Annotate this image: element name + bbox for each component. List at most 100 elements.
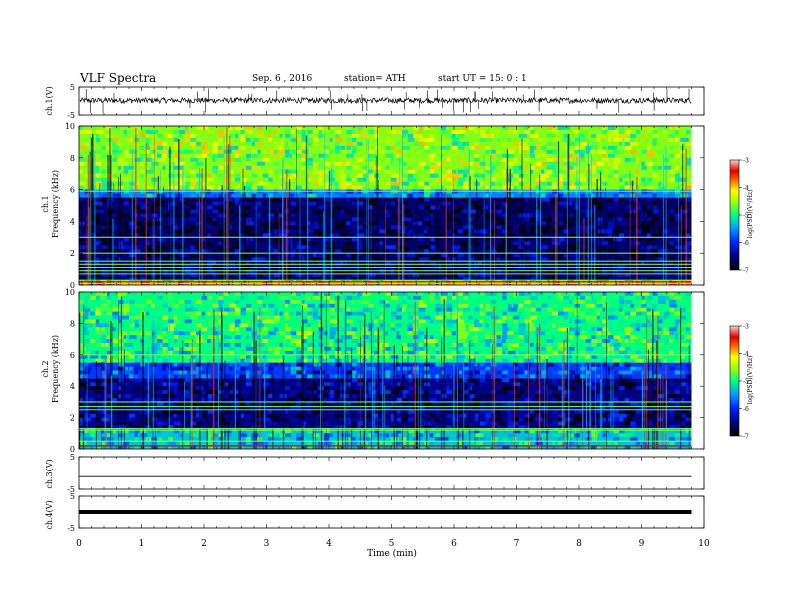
ch1spec-ytick-label: 0 (70, 281, 75, 290)
ch2spec-cell (513, 311, 518, 316)
ch1spec-cell (318, 253, 325, 258)
ch2spec-cell (112, 303, 117, 308)
ch1spec-cell (201, 245, 208, 250)
ch1spec-cell (435, 193, 440, 198)
ch1spec-cell (485, 277, 489, 282)
ch1spec-cell (530, 213, 533, 218)
ch1spec-cell (429, 153, 438, 158)
ch2spec-cell (234, 374, 239, 379)
ch1spec-cell (596, 145, 604, 150)
ch2spec-cell (446, 295, 455, 300)
ch2spec-cell (195, 398, 200, 402)
ch1spec-cell (647, 165, 651, 170)
ch2spec-cell (574, 378, 582, 383)
ch1spec-cell (635, 133, 640, 138)
ch1spec-cell (346, 177, 352, 182)
ch2spec-cell (557, 370, 564, 375)
ch1spec-cell (212, 273, 216, 278)
ch1spec-cell (619, 126, 624, 130)
ch1spec-cell (179, 157, 184, 162)
ch2spec-cell (84, 354, 88, 359)
ch2spec-cell (585, 382, 592, 387)
ch1spec-cell (229, 145, 238, 150)
ch1spec-cell (580, 133, 585, 138)
ch1spec-cell (273, 157, 279, 162)
ch2spec-cell (363, 346, 372, 351)
ch1spec-cell (630, 157, 637, 162)
ch2spec-cell (569, 319, 573, 324)
ch1spec-cell (613, 137, 620, 142)
ch2spec-cell (468, 382, 477, 387)
ch1spec-cell (429, 205, 435, 210)
ch1spec-cell (491, 277, 495, 282)
ch2spec-cell (474, 327, 480, 332)
ch1spec-cell (246, 157, 251, 162)
ch2spec-cell (190, 331, 198, 336)
ch1spec-cell (390, 229, 396, 234)
ch2spec-cell (546, 390, 552, 394)
ch2spec-cell (173, 390, 178, 394)
ch2spec-cell (424, 362, 431, 367)
ch2spec-cell (79, 362, 87, 367)
ch1spec-cell (557, 137, 564, 142)
ch2spec-cell (429, 319, 434, 324)
ch1spec-cell (635, 237, 643, 242)
ch1spec-cell (524, 145, 529, 150)
ch1spec-cell (368, 221, 376, 226)
ch2spec-cell (457, 307, 463, 312)
ch1spec-cell (285, 201, 291, 206)
ch1spec-cell (101, 181, 108, 186)
ch2spec-cell (402, 366, 411, 371)
ch2spec-cell (168, 405, 173, 410)
ch2spec-cell (340, 413, 346, 418)
ch1spec-cell (658, 229, 662, 234)
ch1spec-cell (357, 277, 362, 282)
ch1spec-cell (557, 237, 565, 242)
ch2spec-cell (301, 358, 308, 363)
ch2spec-cell (118, 350, 124, 355)
ch2spec-cell (123, 445, 128, 449)
ch1spec-cell (440, 253, 448, 258)
ch1spec-cell (658, 165, 662, 170)
ch2spec-cell (285, 295, 291, 300)
ch1spec-cell (184, 229, 192, 234)
ch1spec-cell (340, 241, 345, 246)
ch2spec-cell (123, 339, 127, 343)
ch1spec-cell (335, 133, 340, 138)
ch1spec-cell (385, 193, 394, 198)
ch2spec-cell (324, 382, 333, 387)
ch1spec-cell (491, 153, 500, 158)
ch1spec-cell (624, 185, 633, 190)
ch1spec-cell (301, 133, 306, 138)
ch1spec-cell (396, 153, 400, 158)
ch2spec-cell (530, 374, 536, 379)
ch1spec-cell (396, 245, 405, 250)
ch1spec-cell (591, 261, 596, 266)
ch2spec-cell (223, 335, 232, 340)
ch2spec-cell (273, 358, 280, 363)
ch2spec-cell (557, 346, 565, 351)
ch1spec-cell (190, 185, 194, 190)
ch1spec-cell (129, 137, 133, 142)
ch1spec-cell (129, 257, 135, 262)
ch1spec-cell (669, 157, 677, 162)
ch2spec-cell (257, 323, 264, 328)
ch2spec-cell (279, 311, 283, 316)
ch2spec-cell (513, 421, 519, 426)
ch1spec-cell (496, 221, 505, 226)
ch1spec-cell (491, 149, 496, 154)
ch2spec-cell (90, 398, 94, 402)
ch1spec-cell (457, 253, 466, 258)
ch2spec-cell (307, 343, 316, 347)
ch2spec-cell (262, 335, 271, 340)
ch2spec-cell (363, 350, 372, 355)
ch1spec-cell (669, 133, 678, 138)
ch1spec-cell (424, 165, 430, 170)
ch1spec-cell (541, 225, 549, 230)
ch2spec-cell (351, 394, 358, 398)
ch2spec-cell (307, 354, 313, 359)
ch1spec-cell (513, 201, 518, 206)
ch1spec-cell (162, 209, 167, 214)
ch1spec-cell (647, 145, 651, 150)
ch1spec-cell (518, 149, 523, 154)
